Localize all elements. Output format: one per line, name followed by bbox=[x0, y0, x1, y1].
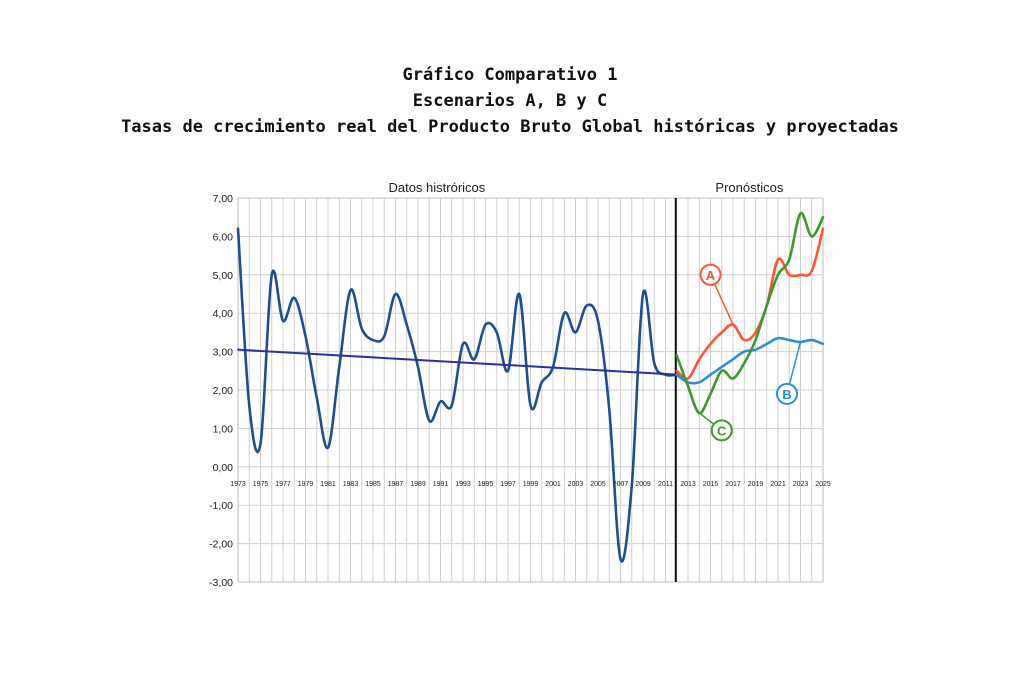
series-line-trend bbox=[237, 348, 678, 376]
y-axis-ticks: 7,00 6,00 5,00 4,00 3,00 2,00 1,00 0,00 -1,00 -2,… bbox=[209, 193, 233, 589]
x-tick-label: 1977 bbox=[275, 481, 291, 488]
forecast-section-label: Pronósticos bbox=[715, 180, 783, 195]
x-axis-ticks: 1973 1975 1977 1979 1981 1983 1985 1987 1989 1991… bbox=[230, 481, 831, 488]
x-tick-label: 1993 bbox=[455, 481, 471, 488]
y-tick-label: 5,00 bbox=[213, 270, 234, 282]
x-tick-label: 2021 bbox=[770, 481, 786, 488]
x-tick-label: 2011 bbox=[658, 481, 673, 488]
y-tick-label: -3,00 bbox=[209, 577, 233, 589]
x-tick-label: 1987 bbox=[388, 481, 404, 488]
x-tick-label: 1981 bbox=[320, 481, 336, 488]
x-tick-label: 2001 bbox=[545, 481, 561, 488]
series-line-A bbox=[675, 227, 825, 381]
historical-section-label: Datos histróricos bbox=[388, 180, 485, 195]
marker-circle-B bbox=[776, 382, 798, 405]
x-tick-label: 2005 bbox=[590, 481, 606, 488]
chart-subtitle: Escenarios A, B y C bbox=[412, 91, 608, 111]
x-tick-label: 1979 bbox=[298, 481, 314, 488]
x-tick-label: 2007 bbox=[613, 481, 629, 488]
x-tick-label: 2003 bbox=[568, 481, 584, 488]
y-tick-label: 2,00 bbox=[213, 385, 234, 397]
x-tick-label: 2009 bbox=[635, 481, 651, 488]
x-tick-label: 2023 bbox=[793, 481, 809, 488]
x-tick-label: 1983 bbox=[343, 481, 359, 488]
x-tick-label: 2025 bbox=[815, 481, 831, 488]
x-tick-label: 2017 bbox=[725, 481, 741, 488]
plot-area-border bbox=[237, 197, 824, 583]
x-tick-label: 1995 bbox=[478, 481, 494, 488]
y-tick-label: 1,00 bbox=[213, 423, 234, 435]
x-tick-label: 1991 bbox=[433, 481, 449, 488]
x-tick-label: 2013 bbox=[680, 481, 696, 488]
y-tick-label: 0,00 bbox=[213, 462, 234, 474]
marker-label-B: B bbox=[782, 387, 791, 402]
y-tick-label: -1,00 bbox=[209, 500, 233, 512]
y-tick-label: -2,00 bbox=[209, 539, 233, 551]
marker-label-A: A bbox=[706, 268, 716, 283]
x-tick-label: 2019 bbox=[748, 481, 764, 488]
y-tick-label: 7,00 bbox=[213, 193, 234, 205]
marker-label-C: C bbox=[717, 423, 727, 438]
series-markers: A B C bbox=[698, 263, 802, 442]
x-tick-label: 1999 bbox=[523, 481, 539, 488]
chart-title: Gráfico Comparativo 1 bbox=[402, 65, 618, 85]
chart-series bbox=[236, 211, 825, 563]
x-tick-label: 1989 bbox=[410, 481, 426, 488]
chart-description: Tasas de crecimiento real del Producto B… bbox=[121, 117, 899, 137]
x-tick-label: 1975 bbox=[253, 481, 269, 488]
chart-titles: Gráfico Comparativo 1 Escenarios A, B y … bbox=[0, 62, 1020, 140]
y-tick-label: 6,00 bbox=[213, 231, 234, 243]
marker-circle-C bbox=[710, 419, 733, 442]
x-tick-label: 1985 bbox=[365, 481, 381, 488]
series-line-historical bbox=[236, 227, 679, 563]
y-tick-label: 3,00 bbox=[213, 347, 234, 359]
x-tick-label: 2015 bbox=[703, 481, 719, 488]
x-tick-label: 1973 bbox=[230, 481, 246, 488]
chart-grid bbox=[237, 197, 824, 583]
y-tick-label: 4,00 bbox=[213, 308, 234, 320]
marker-circle-A bbox=[699, 263, 722, 286]
x-tick-label: 1997 bbox=[500, 481, 516, 488]
